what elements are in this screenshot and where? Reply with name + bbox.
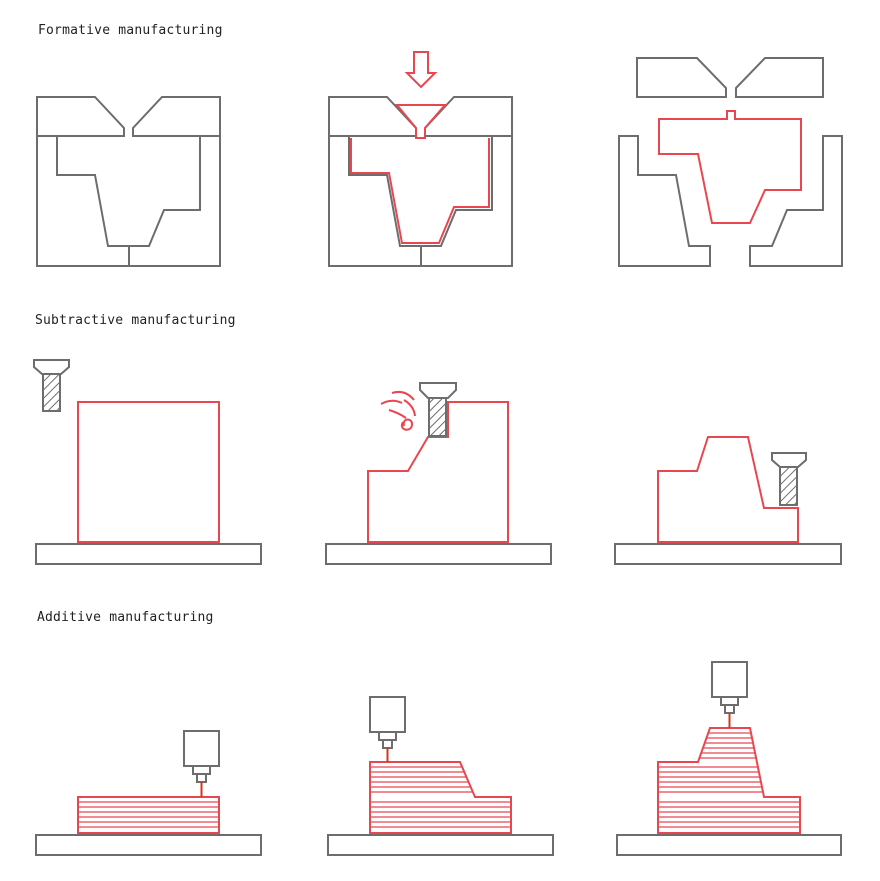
- milling-tool-icon: [33, 359, 70, 412]
- section-title-additive: Additive manufacturing: [37, 610, 214, 625]
- milling-tool-icon: [771, 452, 807, 506]
- additive-step-2: [327, 696, 554, 856]
- down-arrow-icon: [404, 51, 438, 89]
- subtractive-step-2-milling: [325, 382, 552, 565]
- section-title-subtractive: Subtractive manufacturing: [35, 313, 236, 328]
- section-title-formative: Formative manufacturing: [38, 23, 223, 38]
- formative-step-2-injection: [328, 51, 513, 267]
- subtractive-step-3-finished: [614, 436, 842, 565]
- additive-step-3: [616, 661, 842, 856]
- additive-step-1: [35, 730, 262, 856]
- chips-icon: [380, 390, 416, 431]
- print-head-icon: [183, 730, 220, 783]
- formative-step-1-mold: [36, 96, 221, 267]
- print-head-icon: [711, 661, 748, 714]
- formative-step-3-ejection: [618, 57, 843, 267]
- subtractive-step-1-block: [33, 359, 262, 565]
- print-head-icon: [369, 696, 406, 749]
- milling-tool-icon: [419, 382, 457, 437]
